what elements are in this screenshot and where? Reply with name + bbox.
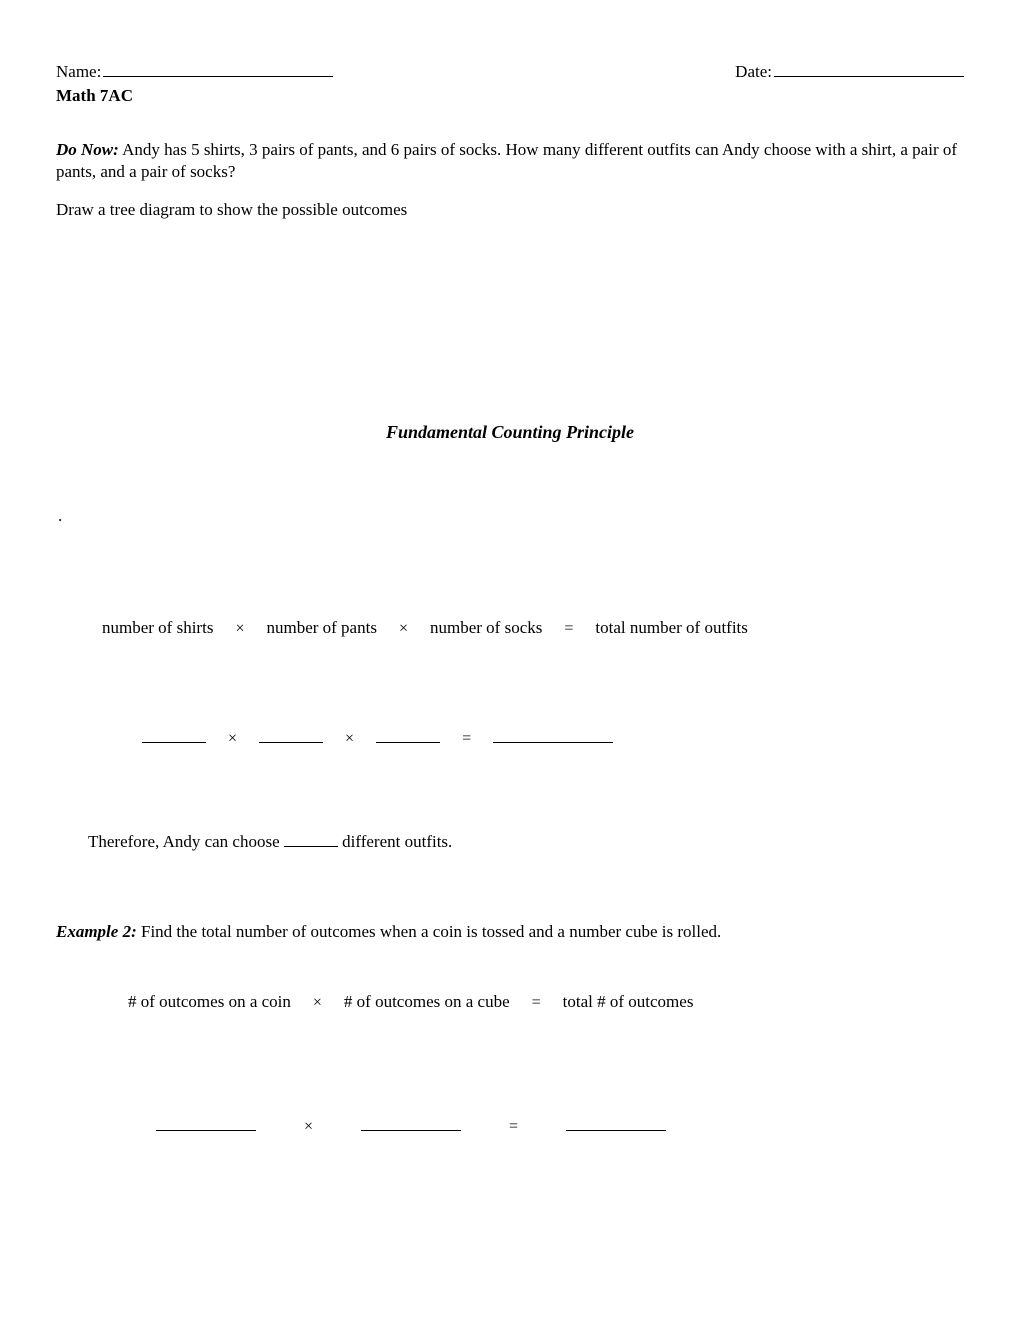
name-field: Name: [56,60,333,83]
therefore-post: different outfits. [338,832,452,851]
eq1-a: number of shirts [102,617,213,639]
name-block: Name: Math 7AC [56,60,333,107]
eq3-b: # of outcomes on a cube [344,991,510,1013]
equation-words-row: number of shirts × number of pants × num… [102,617,964,640]
blank-coin [156,1114,256,1131]
example2-label: Example 2: [56,922,137,941]
date-field: Date: [735,60,964,83]
blank-cube [361,1114,461,1131]
date-blank [774,60,964,77]
course-label: Math 7AC [56,85,333,107]
times-icon: × [399,619,408,640]
equation-blanks-row: × × = [142,726,964,750]
therefore-blank [284,830,338,847]
name-blank [103,60,333,77]
eq1-c: number of socks [430,617,542,639]
section-title: Fundamental Counting Principle [56,421,964,444]
example2-block: Example 2: Find the total number of outc… [56,921,964,943]
worksheet-page: Name: Math 7AC Date: Do Now: Andy has 5 … [0,0,1020,1197]
eq4-row: × = [156,1114,964,1138]
times-icon: × [313,993,322,1014]
equals-icon: = [564,619,573,640]
blank-socks [376,726,440,743]
eq3-row: # of outcomes on a coin × # of outcomes … [128,991,964,1014]
blank-shirts [142,726,206,743]
equals-icon: = [462,729,471,750]
therefore-line: Therefore, Andy can choose different out… [88,830,964,853]
blank-total [493,726,613,743]
do-now-block: Do Now: Andy has 5 shirts, 3 pairs of pa… [56,139,964,183]
equals-icon: = [509,1117,518,1138]
date-label: Date: [735,61,772,83]
eq1-b: number of pants [266,617,376,639]
blank-pants [259,726,323,743]
stray-dot: . [58,505,964,527]
times-icon: × [304,1117,313,1138]
do-now-instruction: Draw a tree diagram to show the possible… [56,199,964,221]
name-label: Name: [56,61,101,83]
times-icon: × [235,619,244,640]
do-now-label: Do Now: [56,140,119,159]
do-now-text: Andy has 5 shirts, 3 pairs of pants, and… [56,140,957,181]
eq3-c: total # of outcomes [563,991,694,1013]
blank-total2 [566,1114,666,1131]
eq3-a: # of outcomes on a coin [128,991,291,1013]
times-icon: × [228,729,237,750]
header-row: Name: Math 7AC Date: [56,60,964,107]
times-icon: × [345,729,354,750]
therefore-pre: Therefore, Andy can choose [88,832,284,851]
example2-text: Find the total number of outcomes when a… [137,922,721,941]
eq1-d: total number of outfits [595,617,748,639]
equals-icon: = [532,993,541,1014]
